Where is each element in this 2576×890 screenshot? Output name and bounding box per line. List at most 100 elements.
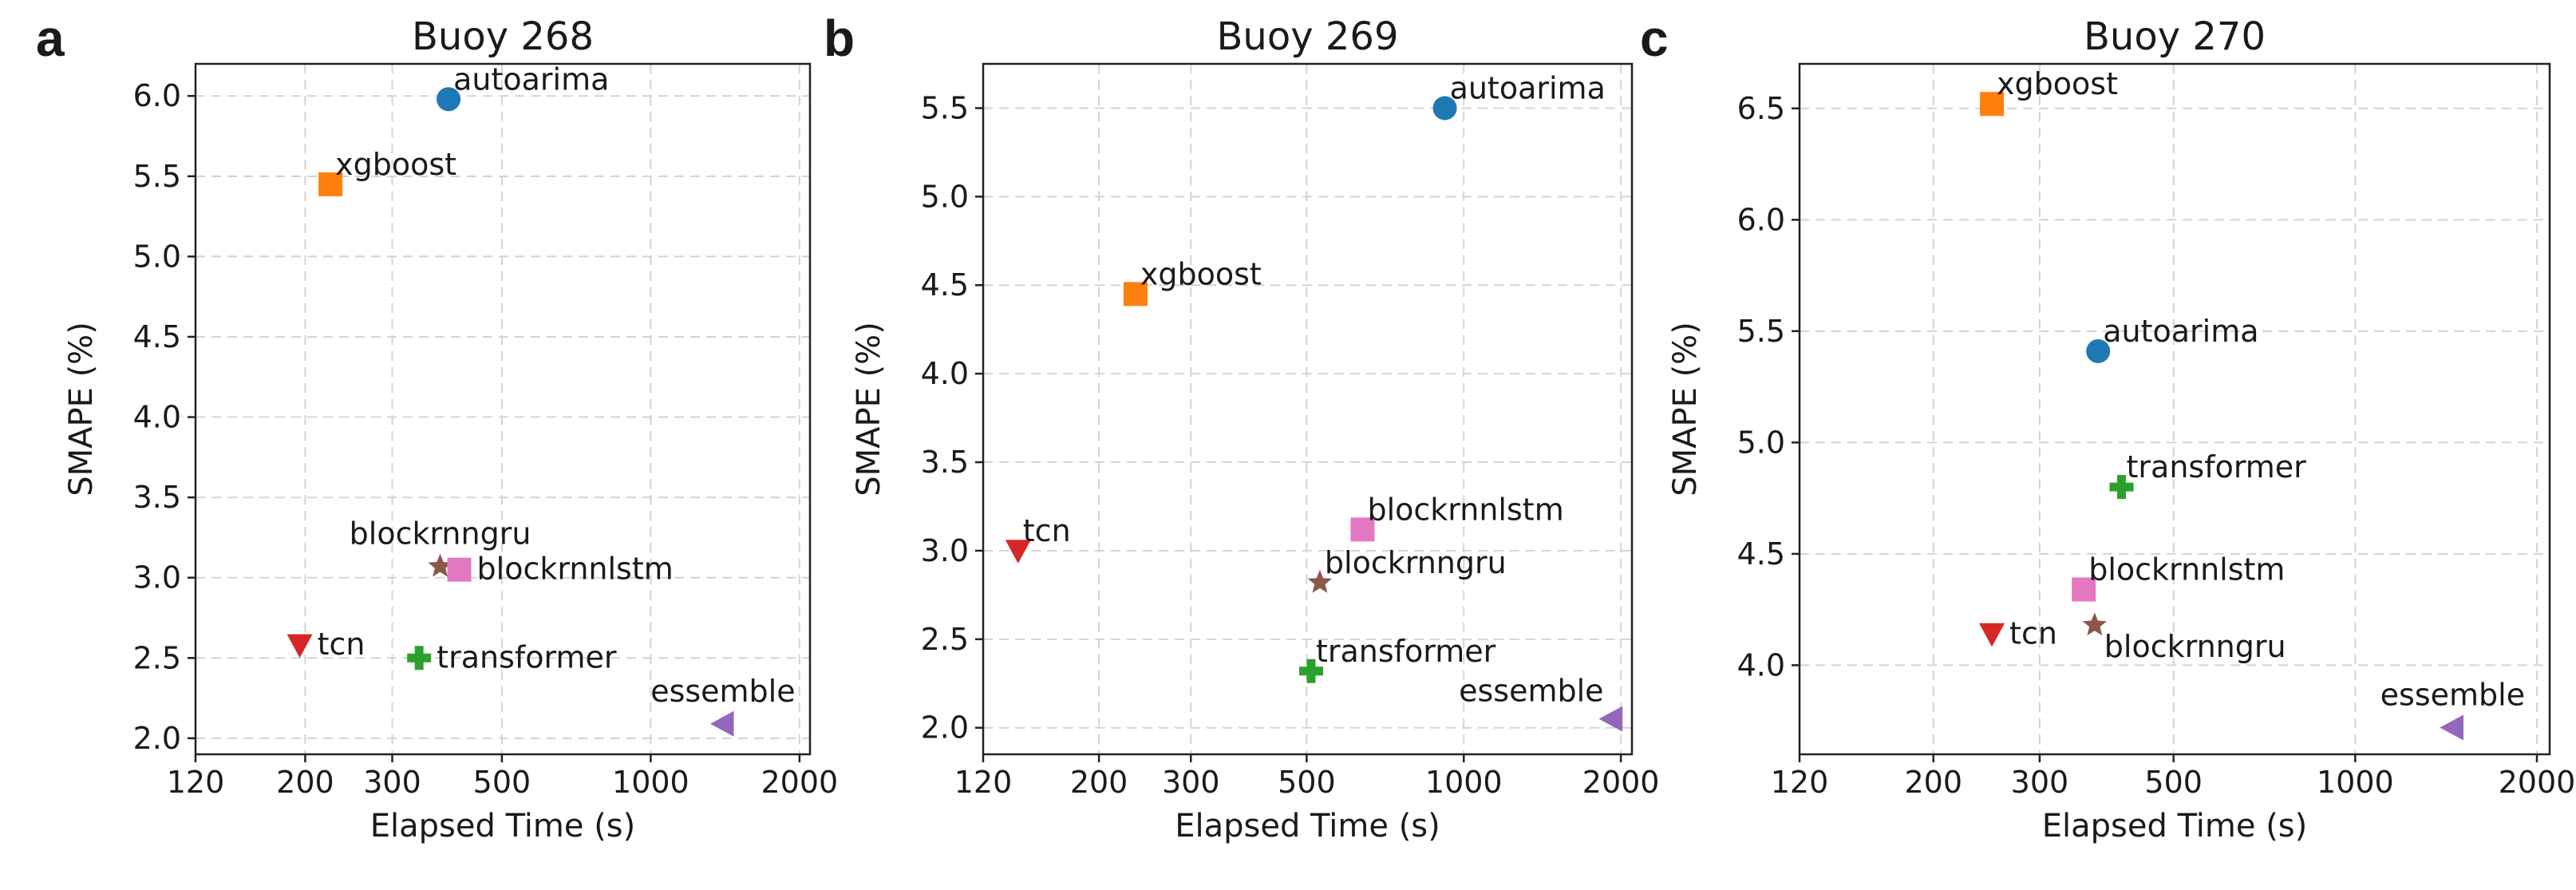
marker-blockrnngru — [428, 553, 452, 577]
point-essemble: essemble — [1459, 674, 1623, 732]
x-axis-label: Elapsed Time (s) — [1175, 808, 1440, 845]
marker-xgboost — [318, 172, 343, 196]
point-tcn: tcn — [1005, 513, 1071, 564]
point-label: transformer — [2127, 449, 2307, 485]
marker-transformer — [407, 646, 432, 670]
panel-letter: b — [824, 10, 855, 67]
y-tick-label: 2.5 — [133, 640, 181, 675]
panel-a: 120 200 300 500 1000 2000 2.0 2.5 3.0 3.5 4.0 4.5 5.… — [36, 10, 838, 845]
x-tick-label: 300 — [1162, 765, 1220, 800]
marker-essemble — [2440, 714, 2463, 741]
point-label: essemble — [2380, 678, 2525, 713]
point-essemble: essemble — [2380, 678, 2525, 741]
panel-title: Buoy 270 — [2084, 14, 2266, 59]
marker-tcn — [286, 634, 313, 659]
y-tick-label: 5.0 — [1737, 425, 1785, 460]
grid — [982, 64, 1632, 754]
y-tick-label: 5.5 — [1737, 314, 1785, 349]
panel-b: 120 200 300 500 1000 2000 2.0 2.5 3.0 3.5 4.0 4.5 5.… — [824, 10, 1660, 845]
point-label: blockrnngru — [1325, 545, 1507, 580]
point-label: transformer — [1316, 634, 1496, 669]
x-tick-label: 1000 — [1425, 765, 1503, 800]
point-autoarima: autoarima — [1432, 70, 1606, 121]
y-tick-label: 2.0 — [133, 721, 181, 756]
point-label: tcn — [318, 627, 365, 662]
y-tick-label: 4.5 — [1737, 536, 1785, 572]
point-tcn: tcn — [286, 627, 365, 662]
x-tick-label: 300 — [363, 765, 421, 800]
marker-essemble — [709, 710, 734, 737]
y-axis-label: SMAPE (%) — [851, 322, 887, 496]
y-tick-label: 3.0 — [921, 533, 969, 568]
x-tick-label: 120 — [167, 765, 225, 800]
point-blockrnngru: blockrnngru — [1307, 545, 1507, 593]
y-tick-label: 4.0 — [921, 356, 969, 391]
y-tick-label: 5.5 — [921, 90, 969, 125]
y-tick-label: 2.5 — [921, 622, 969, 657]
point-label: blockrnnlstm — [477, 552, 674, 587]
point-label: essemble — [650, 674, 795, 709]
point-label: blockrnngru — [2104, 629, 2286, 664]
x-tick-label: 200 — [1070, 765, 1128, 800]
marker-tcn — [1005, 540, 1031, 564]
y-tick-label: 3.0 — [133, 560, 181, 595]
x-tick-label: 500 — [1278, 765, 1336, 800]
plot-frame — [1798, 62, 2551, 756]
marker-autoarima — [2086, 338, 2111, 363]
point-label: autoarima — [1450, 70, 1606, 105]
point-blockrnnlstm: blockrnnlstm — [2072, 552, 2285, 602]
y-tick-label: 4.5 — [133, 319, 181, 354]
y-tick-label: 6.5 — [1737, 91, 1785, 126]
marker-blockrnngru — [1307, 569, 1333, 593]
x-tick-label: 2000 — [1582, 765, 1660, 800]
point-label: essemble — [1459, 674, 1603, 709]
marker-blockrnnlstm — [1350, 517, 1375, 542]
point-label: autoarima — [2103, 314, 2258, 349]
panel-title: Buoy 268 — [412, 14, 594, 59]
point-label: autoarima — [453, 61, 609, 97]
point-transformer: transformer — [1298, 634, 1496, 683]
y-tick-label: 3.5 — [133, 480, 181, 515]
x-tick-label: 300 — [2011, 765, 2069, 800]
point-label: blockrnnlstm — [2088, 552, 2285, 587]
point-label: transformer — [437, 639, 617, 674]
point-label: blockrnnlstm — [1367, 492, 1563, 527]
x-tick-label: 1000 — [2317, 765, 2394, 800]
x-tick-label: 200 — [276, 765, 334, 800]
point-blockrnnlstm: blockrnnlstm — [1350, 492, 1564, 542]
marker-blockrnngru — [2082, 612, 2107, 636]
x-tick-label: 1000 — [612, 765, 689, 800]
x-tick-label: 2000 — [2499, 765, 2576, 800]
point-xgboost: xgboost — [1123, 256, 1262, 307]
x-tick-label: 500 — [473, 765, 531, 800]
y-tick-label: 2.0 — [921, 710, 969, 746]
marker-xgboost — [1123, 282, 1148, 307]
y-axis-label: SMAPE (%) — [63, 322, 100, 496]
panel-letter: c — [1640, 10, 1669, 67]
point-label: tcn — [1023, 513, 1071, 548]
marker-transformer — [2109, 475, 2134, 500]
marker-transformer — [1298, 659, 1323, 683]
y-tick-label: 3.5 — [921, 445, 969, 480]
x-axis-label: Elapsed Time (s) — [370, 808, 636, 845]
point-essemble: essemble — [650, 674, 796, 737]
panel-title: Buoy 269 — [1217, 14, 1399, 59]
panel-letter: a — [36, 10, 65, 67]
marker-blockrnnlstm — [447, 557, 472, 582]
x-tick-label: 200 — [1904, 765, 1962, 800]
point-label: xgboost — [1140, 256, 1262, 291]
marker-xgboost — [1980, 92, 2005, 117]
point-tcn: tcn — [1979, 615, 2057, 651]
marker-blockrnnlstm — [2072, 577, 2096, 602]
point-blockrnngru: blockrnngru — [2082, 612, 2286, 664]
point-transformer: transformer — [2109, 449, 2307, 500]
point-blockrnngru: blockrnngru — [350, 516, 531, 577]
point-label: xgboost — [1997, 66, 2118, 101]
point-label: blockrnngru — [350, 516, 531, 552]
plot-frame — [982, 62, 1634, 756]
point-autoarima: autoarima — [437, 61, 609, 112]
point-label: xgboost — [335, 147, 456, 182]
marker-essemble — [1598, 706, 1623, 732]
point-transformer: transformer — [407, 639, 617, 674]
